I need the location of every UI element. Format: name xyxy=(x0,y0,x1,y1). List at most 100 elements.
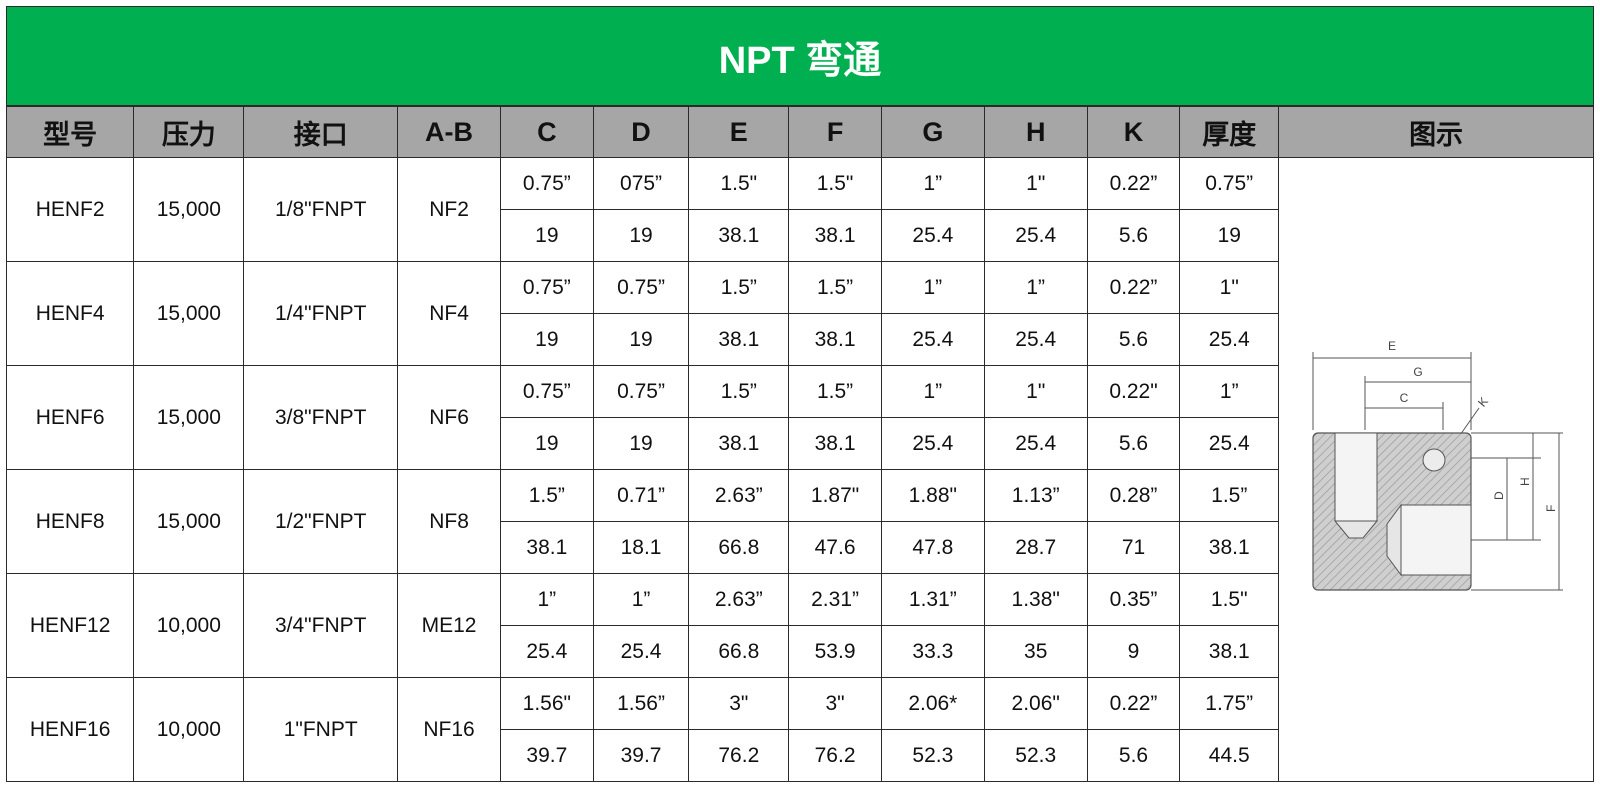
ab-cell: ME12 xyxy=(397,573,501,678)
dim-f-mm-cell: 38.1 xyxy=(788,209,882,262)
dim-d-mm-cell: 25.4 xyxy=(592,625,690,678)
dim-h-inch-cell: 1" xyxy=(983,157,1088,210)
pressure-cell: 15,000 xyxy=(133,469,245,574)
dim-c-mm-cell: 38.1 xyxy=(499,521,594,574)
dim-g-inch-cell: 2.06* xyxy=(880,677,985,730)
pressure-cell: 15,000 xyxy=(133,365,245,470)
dim-h-mm-cell: 28.7 xyxy=(983,521,1088,574)
dim-c-mm-cell: 19 xyxy=(499,313,594,366)
port-cell: 1"FNPT xyxy=(243,677,399,782)
dim-e-mm-cell: 38.1 xyxy=(688,313,790,366)
dim-d-inch-cell: 1.56” xyxy=(592,677,690,730)
dim-c-inch-cell: 1.5” xyxy=(499,469,594,522)
dim-f-mm-cell: 38.1 xyxy=(788,417,882,470)
header-model: 型号 xyxy=(5,106,135,158)
dim-label-g: G xyxy=(1413,365,1422,379)
pressure-cell: 15,000 xyxy=(133,157,245,262)
dim-thickness-inch-cell: 1.5" xyxy=(1179,573,1280,626)
dim-f-inch-cell: 1.5" xyxy=(788,157,882,210)
dim-thickness-inch-cell: 0.75” xyxy=(1179,157,1280,210)
dim-g-inch-cell: 1” xyxy=(880,261,985,314)
model-cell: HENF2 xyxy=(5,157,135,262)
table-row: HENF2 15,000 1/8"FNPT NF2 0.75” 075” 1.5" 1.5" 1… xyxy=(5,157,1594,782)
port-cell: 1/8"FNPT xyxy=(243,157,399,262)
header-c: C xyxy=(499,106,594,158)
dim-thickness-mm-cell: 38.1 xyxy=(1179,521,1280,574)
dim-g-mm-cell: 25.4 xyxy=(880,313,985,366)
dim-thickness-inch-cell: 1.5” xyxy=(1179,469,1280,522)
dim-c-inch-cell: 0.75” xyxy=(499,365,594,418)
dim-thickness-mm-cell: 25.4 xyxy=(1179,313,1280,366)
dim-label-e: E xyxy=(1388,339,1396,353)
header-d: D xyxy=(592,106,690,158)
model-cell: HENF6 xyxy=(5,365,135,470)
dim-d-mm-cell: 39.7 xyxy=(592,729,690,782)
dim-e-mm-cell: 38.1 xyxy=(688,209,790,262)
dim-g-mm-cell: 33.3 xyxy=(880,625,985,678)
header-g: G xyxy=(880,106,985,158)
dim-h-mm-cell: 25.4 xyxy=(983,209,1088,262)
dim-d-mm-cell: 18.1 xyxy=(592,521,690,574)
table-row: 19 19 38.1 38.1 25.4 25.4 5.6 25.4 xyxy=(7,417,1594,470)
port-cell: 1/2"FNPT xyxy=(243,469,399,574)
dim-k-inch-cell: 0.22” xyxy=(1086,157,1181,210)
dim-label-f: F xyxy=(1544,504,1558,511)
dim-label-c: C xyxy=(1400,391,1409,405)
dim-label-d: D xyxy=(1492,491,1506,500)
dim-e-mm-cell: 66.8 xyxy=(688,521,790,574)
dim-c-inch-cell: 1.56" xyxy=(499,677,594,730)
table-row: HENF8 15,000 1/2"FNPT NF8 1.5” 0.71” 2.63” 1.87… xyxy=(5,469,1594,574)
dim-f-mm-cell: 76.2 xyxy=(788,729,882,782)
spec-table: 型号 压力 接口 A-B C D E F G H K 厚度 图示 HENF2 15… xyxy=(5,106,1594,782)
header-e: E xyxy=(688,106,790,158)
model-cell: HENF16 xyxy=(5,677,135,782)
dim-f-mm-cell: 53.9 xyxy=(788,625,882,678)
ab-cell: NF8 xyxy=(397,469,501,574)
dim-g-inch-cell: 1.88" xyxy=(880,469,985,522)
table-row: 38.1 18.1 66.8 47.6 47.8 28.7 71 38.1 xyxy=(7,521,1594,574)
dim-e-mm-cell: 38.1 xyxy=(688,417,790,470)
dim-d-mm-cell: 19 xyxy=(592,209,690,262)
dim-k-inch-cell: 0.35” xyxy=(1086,573,1181,626)
dim-label-h: H xyxy=(1518,477,1532,486)
dim-f-mm-cell: 38.1 xyxy=(788,313,882,366)
dim-g-mm-cell: 47.8 xyxy=(880,521,985,574)
dim-f-inch-cell: 1.5” xyxy=(788,365,882,418)
dim-d-inch-cell: 1” xyxy=(592,573,690,626)
spec-sheet: NPT 弯通 型号 压力 接口 A-B C D E F G H K 厚度 图示 xyxy=(5,6,1596,790)
dim-c-inch-cell: 0.75” xyxy=(499,261,594,314)
table-body: HENF2 15,000 1/8"FNPT NF2 0.75” 075” 1.5" 1.5" 1… xyxy=(5,157,1594,782)
dim-h-inch-cell: 2.06" xyxy=(983,677,1088,730)
dim-f-inch-cell: 3" xyxy=(788,677,882,730)
dim-d-inch-cell: 0.71” xyxy=(592,469,690,522)
pressure-cell: 10,000 xyxy=(133,677,245,782)
dim-g-mm-cell: 52.3 xyxy=(880,729,985,782)
header-h: H xyxy=(983,106,1088,158)
dim-c-mm-cell: 39.7 xyxy=(499,729,594,782)
dim-h-inch-cell: 1" xyxy=(983,365,1088,418)
dim-g-inch-cell: 1” xyxy=(880,365,985,418)
ab-cell: NF4 xyxy=(397,261,501,366)
dim-d-inch-cell: 075” xyxy=(592,157,690,210)
table-row: 39.7 39.7 76.2 76.2 52.3 52.3 5.6 44.5 xyxy=(7,729,1594,782)
diagram-cell: E G C K D H F xyxy=(1278,157,1594,782)
dim-d-inch-cell: 0.75” xyxy=(592,261,690,314)
dim-e-inch-cell: 1.5” xyxy=(688,365,790,418)
ab-cell: NF16 xyxy=(397,677,501,782)
dim-e-inch-cell: 2.63” xyxy=(688,469,790,522)
dim-d-inch-cell: 0.75” xyxy=(592,365,690,418)
dim-thickness-mm-cell: 19 xyxy=(1179,209,1280,262)
header-f: F xyxy=(788,106,882,158)
table-row: HENF16 10,000 1"FNPT NF16 1.56" 1.56” 3" 3" 2.06… xyxy=(5,677,1594,782)
elbow-drawing: E G C K D H F xyxy=(1312,339,1564,591)
model-cell: HENF12 xyxy=(5,573,135,678)
dim-k-inch-cell: 0.22” xyxy=(1086,677,1181,730)
model-cell: HENF4 xyxy=(5,261,135,366)
header-thickness: 厚度 xyxy=(1179,106,1280,158)
port-cell: 3/8"FNPT xyxy=(243,365,399,470)
header-port: 接口 xyxy=(243,106,399,158)
dim-c-inch-cell: 1” xyxy=(499,573,594,626)
dim-e-mm-cell: 76.2 xyxy=(688,729,790,782)
dim-k-mm-cell: 9 xyxy=(1086,625,1181,678)
table-row: HENF12 10,000 3/4"FNPT ME12 1” 1” 2.63” 2.31” 1.… xyxy=(5,573,1594,678)
